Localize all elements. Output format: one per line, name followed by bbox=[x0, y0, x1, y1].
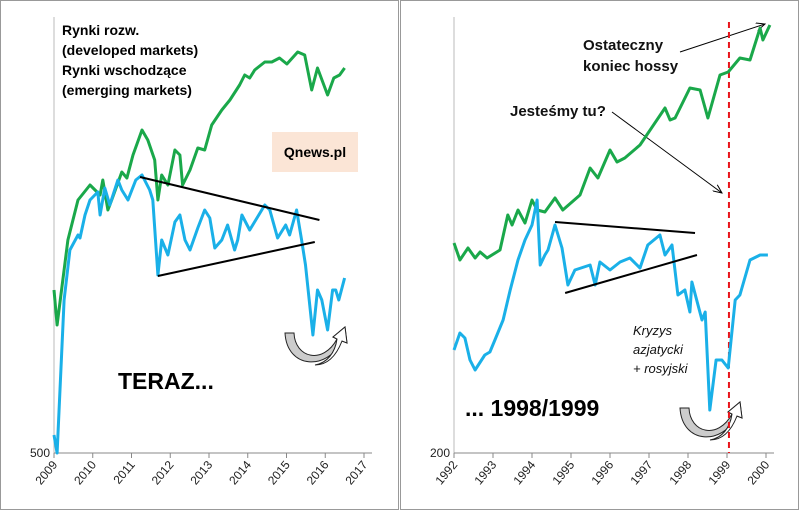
annotation-final-end-2: koniec hossy bbox=[583, 58, 679, 75]
arrow-final-end bbox=[679, 24, 765, 53]
u-turn-arrow-icon-left bbox=[284, 326, 348, 366]
label-1998-1999: ... 1998/1999 bbox=[465, 395, 599, 421]
qnews-badge-text: Qnews.pl bbox=[284, 144, 346, 160]
right-series-emerging bbox=[452, 198, 768, 412]
annotation-final-end-1: Ostateczny bbox=[583, 37, 664, 54]
legend-emerging-1: Rynki wschodzące bbox=[62, 62, 187, 78]
annotation-crisis-1: Kryzys bbox=[633, 323, 673, 338]
label-teraz: TERAZ... bbox=[118, 368, 214, 394]
left-trendline-lower bbox=[157, 241, 315, 277]
left-trendline-upper bbox=[139, 176, 320, 221]
annotation-are-we-here: Jesteśmy tu? bbox=[510, 103, 606, 120]
legend-developed-1: Rynki rozw. bbox=[62, 22, 139, 38]
arrow-are-we-here bbox=[611, 111, 722, 193]
legend-emerging-2: (emerging markets) bbox=[62, 82, 192, 98]
right-panel-frame bbox=[400, 0, 799, 510]
u-turn-arrow-icon-right bbox=[679, 401, 743, 441]
left-y-tick-label: 500 bbox=[30, 446, 50, 460]
qnews-badge bbox=[272, 132, 358, 172]
right-trendline-upper bbox=[554, 221, 696, 234]
annotation-crisis-2: azjatycki bbox=[633, 342, 684, 357]
left-series-developed bbox=[52, 50, 346, 327]
left-series-emerging bbox=[52, 173, 347, 455]
right-trendline-lower bbox=[564, 254, 698, 294]
annotation-crisis-3: + rosyjski bbox=[633, 361, 689, 376]
legend-developed-2: (developed markets) bbox=[62, 42, 198, 58]
right-y-tick-label: 200 bbox=[430, 446, 450, 460]
right-series-developed bbox=[452, 24, 772, 262]
